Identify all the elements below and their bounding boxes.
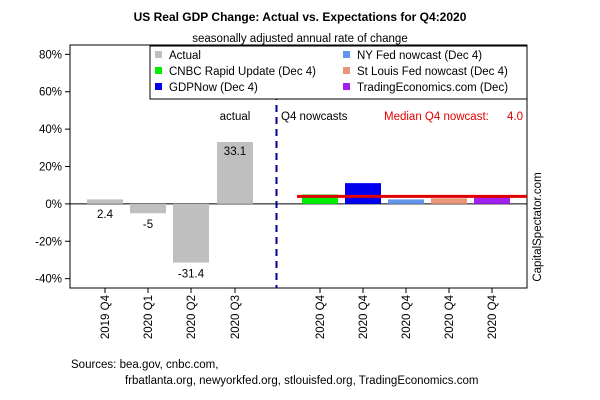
data-label: -5 <box>143 219 153 231</box>
legend-label: NY Fed nowcast (Dec 4) <box>357 50 482 62</box>
median-value: 4.0 <box>507 111 523 123</box>
legend-swatch <box>343 51 350 58</box>
legend-label: St Louis Fed nowcast (Dec 4) <box>357 66 508 78</box>
sources-line-2: frbatlanta.org, newyorkfed.org, stlouisf… <box>125 375 478 387</box>
bar <box>388 199 424 204</box>
sources-line-1: Sources: bea.gov, cnbc.com, <box>71 359 218 371</box>
data-label: 33.1 <box>224 146 246 158</box>
legend-label: GDPNow (Dec 4) <box>169 82 258 94</box>
bar <box>345 183 381 204</box>
y-tick-label: -20% <box>35 236 62 248</box>
y-tick-label: 60% <box>39 87 62 99</box>
bar <box>87 199 123 204</box>
legend-swatch <box>343 67 350 74</box>
legend-label: TradingEconomics.com (Dec) <box>357 82 508 94</box>
median-label: Median Q4 nowcast: <box>384 111 489 123</box>
legend-box <box>149 45 528 100</box>
y-tick-label: 0% <box>45 199 62 211</box>
x-tick-label: 2020 Q3 <box>230 295 242 339</box>
y-tick-label: 80% <box>39 49 62 61</box>
x-tick-label: 2020 Q2 <box>186 295 198 339</box>
bar <box>431 198 467 204</box>
legend: Actual CNBC Rapid Update (Dec 4) GDPNow (D… <box>149 45 528 100</box>
data-label: -31.4 <box>178 269 205 281</box>
y-tick-label: -40% <box>35 274 62 286</box>
bar <box>130 203 166 214</box>
legend-swatch <box>155 67 162 74</box>
bar <box>474 197 510 204</box>
chart-subtitle: seasonally adjusted annual rate of chang… <box>192 33 407 45</box>
side-label: CapitalSpectator.com <box>532 172 544 281</box>
legend-label: Actual <box>169 50 201 62</box>
x-tick-label: 2019 Q4 <box>100 294 112 339</box>
chart-title: US Real GDP Change: Actual vs. Expectati… <box>134 10 467 24</box>
bar <box>302 194 338 204</box>
overlays: actual Q4 nowcasts Median Q4 nowcast: 4.0 <box>220 45 527 288</box>
x-tick-label: 2020 Q4 <box>401 294 413 339</box>
y-tick-label: 20% <box>39 162 62 174</box>
nowcasts-label: Q4 nowcasts <box>281 111 348 123</box>
bar <box>173 203 209 263</box>
y-tick-label: 40% <box>39 124 62 136</box>
legend-swatch <box>155 83 162 90</box>
x-tick-label: 2020 Q1 <box>143 295 155 339</box>
x-tick-label: 2020 Q4 <box>444 294 456 339</box>
bars: 2.4 -5 -31.4 33.1 <box>87 142 510 281</box>
actual-label: actual <box>220 111 251 123</box>
legend-label: CNBC Rapid Update (Dec 4) <box>169 66 316 78</box>
legend-swatch <box>343 83 350 90</box>
data-label: 2.4 <box>97 209 114 221</box>
bar <box>217 142 253 204</box>
x-tick-label: 2020 Q4 <box>315 294 327 339</box>
x-tick-label: 2020 Q4 <box>487 294 499 339</box>
x-tick-label: 2020 Q4 <box>358 294 370 339</box>
legend-swatch <box>155 51 162 58</box>
